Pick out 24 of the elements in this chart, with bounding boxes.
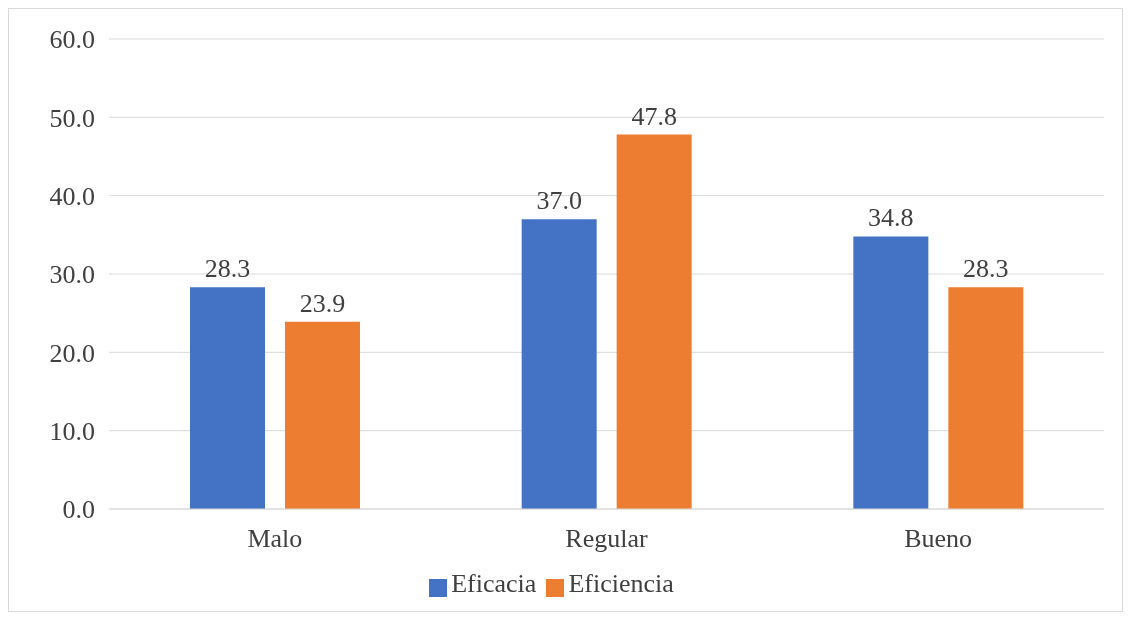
y-tick-label: 60.0 (49, 25, 95, 55)
x-tick-label: Malo (247, 524, 303, 554)
data-label: 37.0 (536, 186, 582, 216)
bar (948, 287, 1024, 509)
x-tick-label: Bueno (904, 524, 973, 554)
y-tick-label: 40.0 (49, 181, 95, 211)
y-tick-label: 30.0 (49, 260, 95, 290)
bar (190, 287, 265, 509)
data-label: 28.3 (204, 254, 251, 284)
legend-label: Eficiencia (568, 569, 674, 598)
y-tick-label: 20.0 (49, 338, 95, 368)
x-tick-label: Regular (565, 524, 648, 554)
legend-label: Eficacia (451, 569, 537, 598)
bar (521, 219, 597, 509)
y-tick-label: 10.0 (49, 416, 95, 446)
data-label: 28.3 (963, 254, 1009, 284)
bar (285, 321, 360, 509)
data-label: 47.8 (631, 101, 677, 131)
data-label: 34.8 (868, 203, 914, 233)
bar (853, 236, 929, 509)
y-tick-label: 50.0 (49, 103, 95, 133)
bar (616, 134, 692, 509)
y-tick-label: 0.0 (62, 495, 95, 525)
data-label: 23.9 (299, 288, 346, 318)
